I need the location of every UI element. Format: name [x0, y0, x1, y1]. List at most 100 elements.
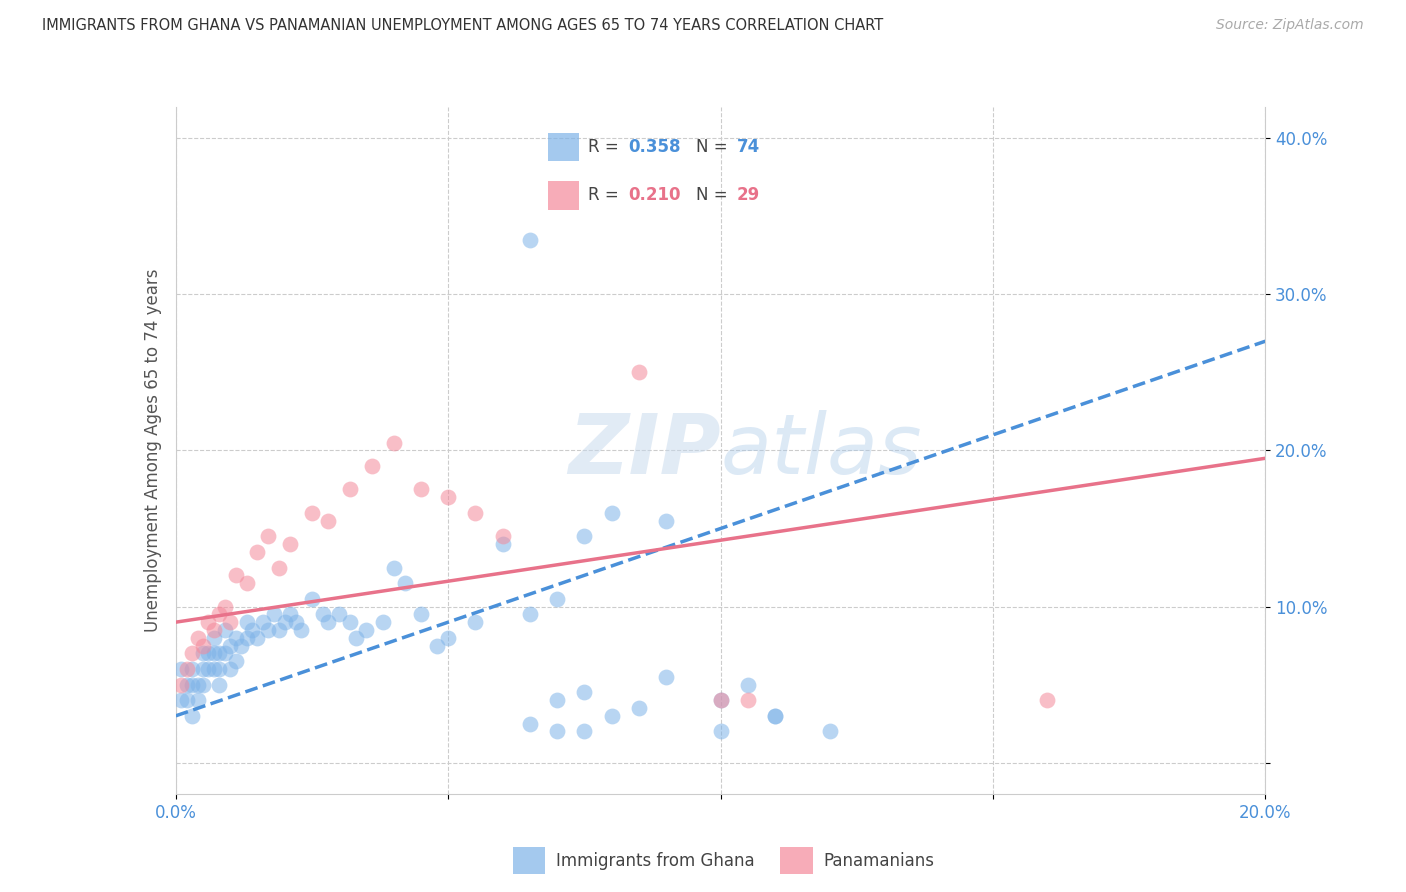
Text: R =: R =	[588, 137, 624, 155]
Point	[176, 678, 198, 692]
Point	[246, 545, 269, 559]
Point	[710, 693, 733, 707]
Point	[464, 506, 486, 520]
Text: Immigrants from Ghana: Immigrants from Ghana	[557, 852, 755, 870]
Point	[235, 576, 257, 591]
Point	[235, 631, 257, 645]
Point	[360, 458, 382, 473]
Point	[301, 591, 323, 606]
Point	[710, 693, 733, 707]
Text: atlas: atlas	[721, 410, 922, 491]
Bar	[548, 181, 579, 210]
Point	[737, 693, 759, 707]
Point	[240, 623, 263, 637]
Bar	[780, 847, 813, 874]
Point	[519, 716, 541, 731]
Point	[252, 615, 274, 630]
Text: N =: N =	[696, 186, 733, 203]
Point	[574, 724, 596, 739]
Point	[655, 670, 678, 684]
Point	[763, 708, 786, 723]
Point	[202, 662, 225, 676]
Text: 74: 74	[737, 137, 759, 155]
Point	[278, 537, 301, 551]
Point	[382, 560, 405, 574]
Point	[394, 576, 416, 591]
Point	[339, 615, 361, 630]
Point	[181, 662, 204, 676]
Point	[574, 529, 596, 543]
Point	[409, 607, 432, 622]
Point	[371, 615, 394, 630]
Point	[269, 560, 291, 574]
Point	[284, 615, 307, 630]
Point	[191, 646, 214, 660]
Text: 0.210: 0.210	[628, 186, 681, 203]
Text: ZIP: ZIP	[568, 410, 721, 491]
Point	[710, 724, 733, 739]
Point	[186, 693, 209, 707]
Point	[186, 678, 209, 692]
Point	[1036, 693, 1059, 707]
Point	[655, 514, 678, 528]
Point	[191, 662, 214, 676]
Point	[246, 631, 269, 645]
Point	[208, 678, 231, 692]
Point	[225, 568, 247, 582]
Point	[197, 662, 219, 676]
Point	[437, 490, 460, 504]
Point	[574, 685, 596, 699]
Point	[181, 678, 204, 692]
Point	[214, 646, 236, 660]
Point	[181, 646, 204, 660]
Point	[197, 615, 219, 630]
Point	[278, 607, 301, 622]
Point	[312, 607, 335, 622]
Point	[181, 708, 204, 723]
Point	[186, 631, 209, 645]
Point	[225, 631, 247, 645]
Point	[737, 678, 759, 692]
Point	[328, 607, 350, 622]
Point	[339, 483, 361, 497]
Point	[214, 599, 236, 614]
Point	[344, 631, 367, 645]
Point	[546, 693, 568, 707]
Point	[818, 724, 841, 739]
Point	[219, 662, 242, 676]
Point	[546, 724, 568, 739]
Point	[356, 623, 378, 637]
Point	[409, 483, 432, 497]
Point	[176, 662, 198, 676]
Point	[235, 615, 257, 630]
Point	[763, 708, 786, 723]
Point	[214, 623, 236, 637]
Point	[202, 631, 225, 645]
Text: N =: N =	[696, 137, 733, 155]
Point	[208, 607, 231, 622]
Y-axis label: Unemployment Among Ages 65 to 74 years: Unemployment Among Ages 65 to 74 years	[143, 268, 162, 632]
Point	[519, 607, 541, 622]
Point	[202, 646, 225, 660]
Point	[197, 646, 219, 660]
Text: 0.358: 0.358	[628, 137, 681, 155]
Point	[546, 591, 568, 606]
Text: Source: ZipAtlas.com: Source: ZipAtlas.com	[1216, 18, 1364, 32]
Point	[492, 537, 515, 551]
Bar	[548, 133, 579, 161]
Point	[627, 366, 650, 380]
Point	[627, 701, 650, 715]
Point	[208, 646, 231, 660]
Point	[191, 678, 214, 692]
Point	[290, 623, 312, 637]
Point	[219, 615, 242, 630]
Point	[600, 506, 623, 520]
Text: R =: R =	[588, 186, 624, 203]
Point	[257, 529, 280, 543]
Point	[176, 693, 198, 707]
Point	[170, 693, 193, 707]
Bar	[513, 847, 546, 874]
Point	[219, 639, 242, 653]
Point	[269, 623, 291, 637]
Point	[318, 615, 340, 630]
